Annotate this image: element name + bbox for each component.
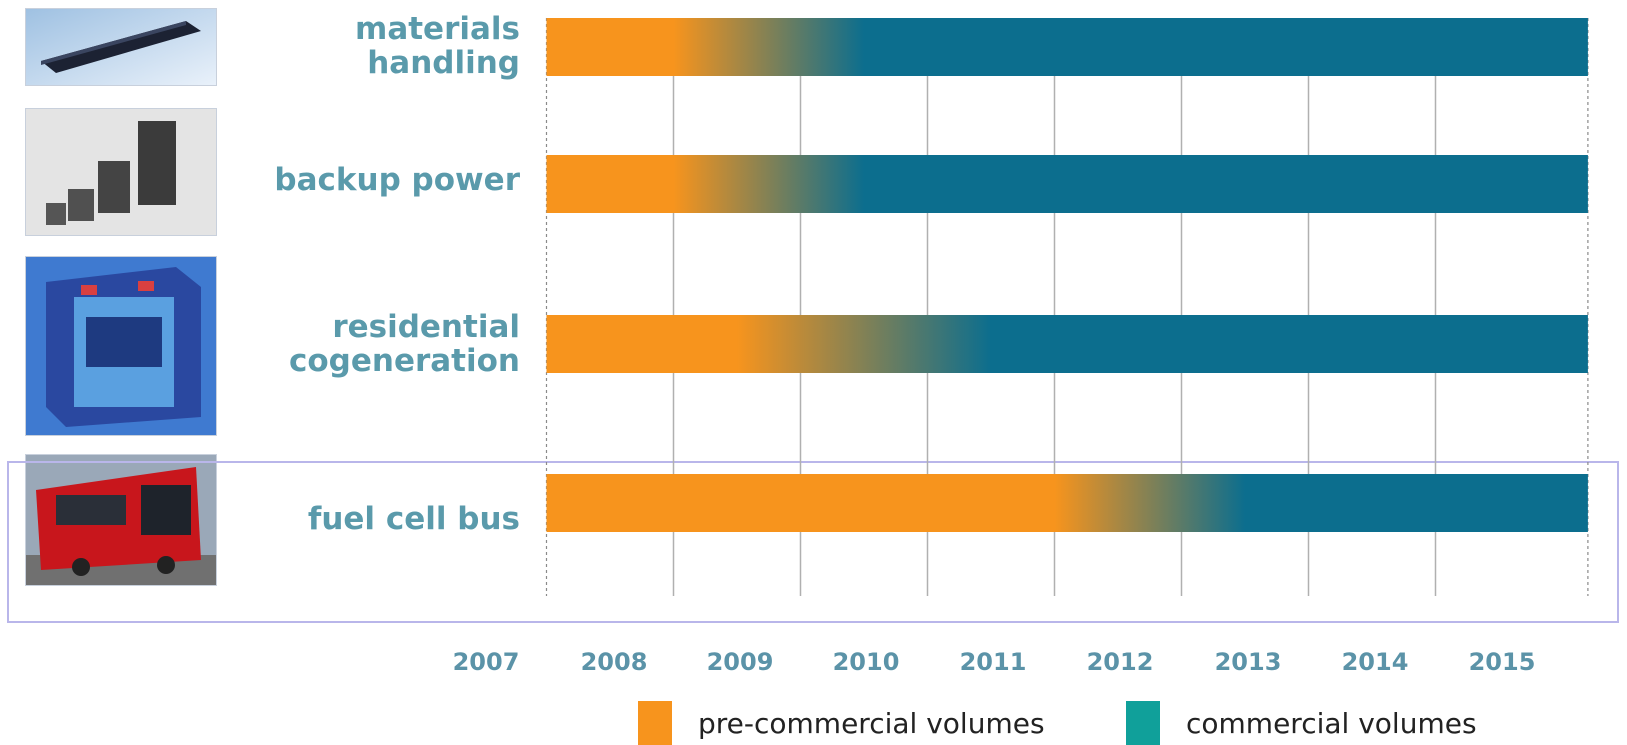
residential-cogeneration-image [25,256,217,436]
category-label-materials-handling: materials handling [355,11,520,81]
year-tick-2008: 2008 [580,648,648,676]
red-bus-picture [26,455,216,585]
year-tick-2012: 2012 [1086,648,1154,676]
year-tick-2013: 2013 [1214,648,1282,676]
year-tick-2009: 2009 [706,648,774,676]
category-label-backup-power: backup power [274,162,520,198]
year-tick-2007: 2007 [452,648,520,676]
pre-commercial-swatch [638,701,672,745]
category-label-residential-cogeneration: residential cogeneration [288,309,520,379]
cogeneration-unit-picture [26,257,216,435]
category-label-fuel-cell-bus: fuel cell bus [307,501,520,537]
year-tick-2014: 2014 [1341,648,1409,676]
commercial-label: commercial volumes [1186,706,1477,740]
timeline-bar-fuel-cell-bus [546,474,1588,532]
timeline-bar-materials-handling [546,18,1588,76]
legend-commercial: commercial volumes [1126,701,1477,745]
commercial-swatch [1126,701,1160,745]
materials-handling-image [25,8,217,86]
year-tick-2011: 2011 [959,648,1027,676]
pre-commercial-label: pre-commercial volumes [698,706,1045,740]
year-tick-2010: 2010 [832,648,900,676]
legend-pre-commercial: pre-commercial volumes [638,701,1045,745]
fuel-cell-bus-highlight-frame [7,461,1619,623]
year-tick-2015: 2015 [1468,648,1536,676]
forklift-module-picture [26,9,216,85]
backup-power-image [25,108,217,236]
timeline-bar-residential-cogeneration [546,315,1588,373]
fuel-cell-bus-image [25,454,217,586]
timeline-bar-backup-power [546,155,1588,213]
backup-stacks-picture [26,109,216,235]
